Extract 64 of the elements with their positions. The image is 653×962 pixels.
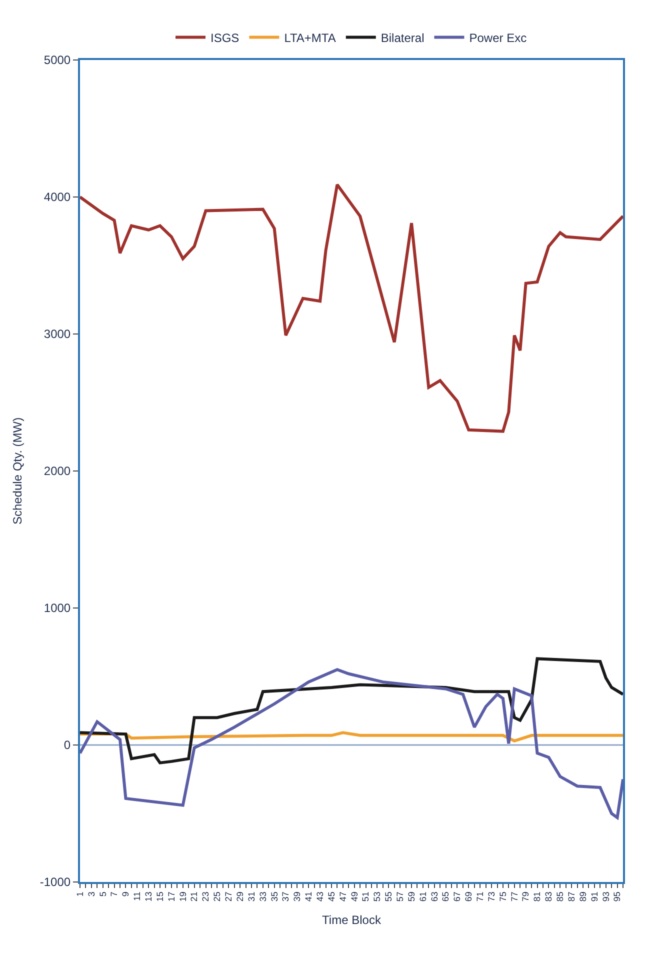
x-tick-label: 87 (566, 892, 576, 902)
x-axis-title: Time Block (322, 913, 382, 928)
y-tick-label: 2000 (44, 464, 71, 478)
legend-label: Bilateral (380, 30, 424, 45)
x-tick-label: 37 (280, 892, 291, 902)
y-tick-label: 1000 (44, 601, 71, 616)
x-tick-label: 95 (612, 892, 622, 902)
x-tick-label: 49 (349, 892, 360, 902)
x-tick-label: 35 (269, 892, 280, 902)
x-tick-label: 1 (74, 892, 85, 897)
legend-label: LTA+MTA (284, 30, 336, 45)
y-tick-label: 3000 (44, 327, 71, 342)
x-tick-label: 59 (406, 892, 416, 902)
y-tick-label: -1000 (40, 875, 71, 890)
x-tick-label: 39 (292, 892, 302, 902)
x-tick-label: 47 (338, 892, 348, 902)
x-tick-label: 15 (154, 892, 165, 902)
x-tick-label: 7 (109, 892, 120, 897)
x-tick-label: 5 (98, 892, 108, 897)
x-tick-label: 25 (212, 892, 222, 902)
y-tick-label: 4000 (44, 190, 71, 204)
x-tick-label: 27 (224, 892, 234, 902)
x-tick-label: 45 (326, 892, 336, 902)
line-series (80, 183, 623, 433)
x-tick-label: 67 (452, 892, 462, 902)
x-tick-label: 83 (544, 892, 554, 902)
x-tick-label: 61 (418, 892, 428, 902)
legend-label: ISGS (210, 30, 240, 45)
x-tick-label: 13 (144, 892, 154, 902)
x-tick-label: 31 (246, 892, 256, 902)
x-tick-label: 85 (555, 892, 566, 902)
x-tick-label: 81 (532, 892, 542, 902)
x-tick-label: 33 (258, 892, 268, 902)
x-tick-label: 91 (589, 892, 600, 902)
x-tick-label: 3 (86, 892, 96, 897)
x-tick-label: 17 (166, 892, 176, 902)
x-tick-label: 69 (464, 892, 474, 902)
x-tick-label: 73 (486, 892, 496, 902)
x-tick-label: 79 (520, 892, 531, 902)
x-tick-label: 9 (120, 892, 131, 897)
legend-label: Power Exc (469, 30, 527, 45)
x-tick-label: 75 (498, 892, 508, 902)
x-tick-label: 53 (372, 892, 382, 902)
x-tick-label: 89 (578, 892, 588, 902)
x-tick-label: 23 (200, 892, 211, 902)
x-tick-label: 55 (384, 892, 394, 902)
x-tick-label: 29 (234, 892, 245, 902)
line-series (80, 668, 623, 820)
x-tick-label: 11 (132, 892, 142, 901)
line-series (80, 657, 623, 764)
x-tick-label: 21 (189, 892, 200, 902)
x-tick-label: 57 (395, 892, 406, 902)
x-tick-label: 63 (429, 892, 440, 902)
x-tick-label: 65 (440, 892, 451, 902)
x-tick-label: 43 (314, 892, 325, 902)
x-tick-label: 77 (509, 892, 520, 902)
x-tick-label: 71 (475, 892, 486, 902)
x-tick-label: 19 (178, 892, 188, 902)
y-tick-label: 0 (64, 738, 71, 752)
x-tick-label: 93 (600, 892, 611, 902)
y-tick-label: 5000 (44, 53, 71, 68)
x-tick-label: 41 (304, 892, 314, 902)
y-axis-title: Schedule Qty. (MW) (10, 417, 25, 525)
x-tick-label: 51 (360, 892, 371, 902)
